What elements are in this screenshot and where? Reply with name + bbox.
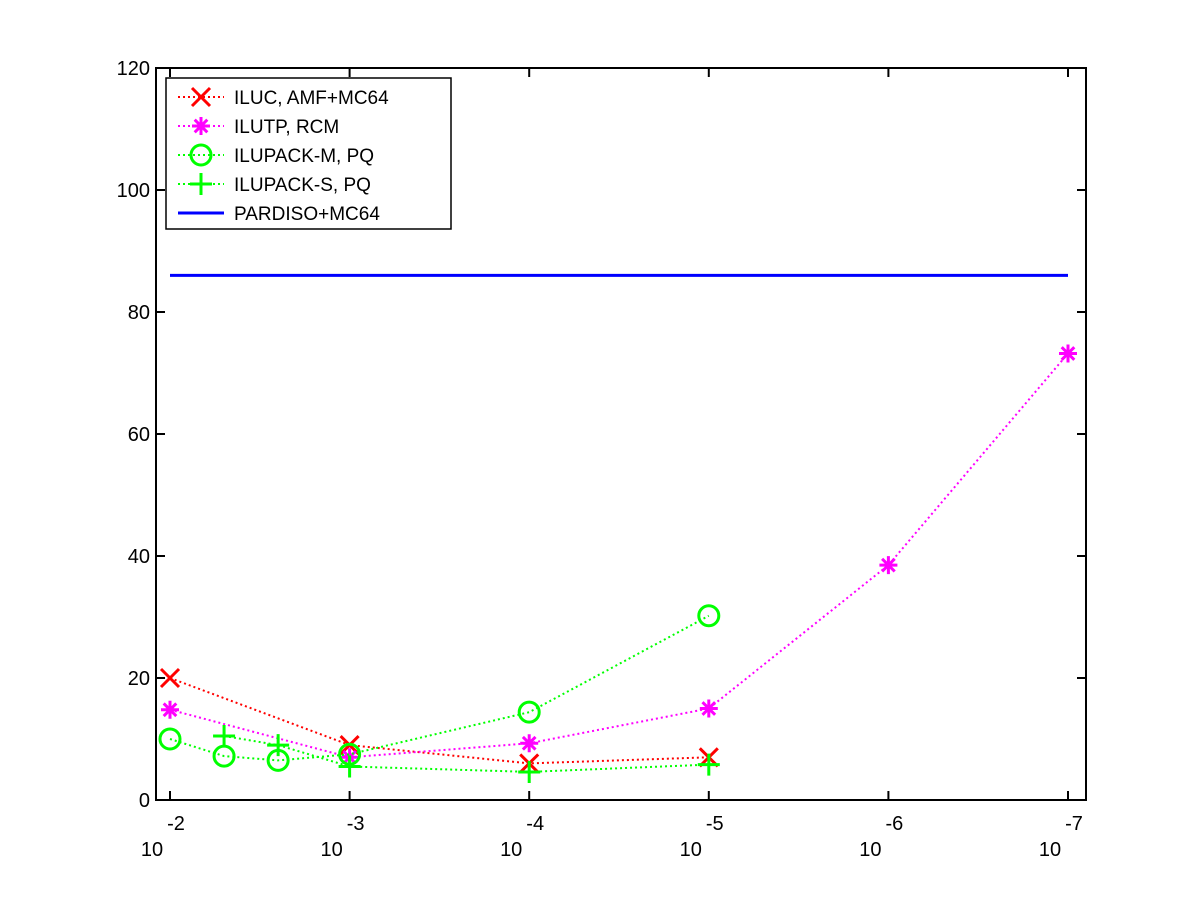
series-line bbox=[169, 614, 710, 762]
data-point bbox=[213, 724, 236, 747]
series-2 bbox=[158, 604, 721, 772]
star-marker-icon bbox=[161, 700, 179, 719]
x-marker-icon bbox=[190, 86, 212, 108]
legend-entry: ILUPACK-S, PQ bbox=[178, 173, 371, 196]
plus-marker-icon bbox=[338, 755, 361, 778]
star-marker-icon bbox=[879, 556, 898, 575]
y-tick-label: 20 bbox=[128, 668, 150, 690]
circle-marker-icon bbox=[158, 727, 182, 751]
x-tick-label-exponent: -5 bbox=[706, 813, 724, 835]
x-tick-label-exponent: -2 bbox=[167, 813, 185, 835]
legend-marker bbox=[189, 143, 213, 167]
data-point bbox=[879, 556, 898, 575]
star-marker-icon bbox=[192, 117, 210, 135]
legend-label: ILUTP, RCM bbox=[234, 117, 339, 138]
x-tick-label-base: 10 bbox=[141, 839, 163, 861]
plus-marker-icon bbox=[190, 173, 212, 195]
legend-entry: ILUC, AMF+MC64 bbox=[178, 86, 389, 109]
y-tick-label: 100 bbox=[117, 180, 150, 202]
data-point bbox=[338, 755, 361, 778]
x-tick-label-exponent: -3 bbox=[347, 813, 365, 835]
series-line bbox=[223, 735, 709, 773]
data-point bbox=[520, 734, 539, 753]
legend-label: ILUPACK-S, PQ bbox=[234, 175, 371, 196]
data-point bbox=[697, 753, 720, 776]
legend-marker bbox=[192, 117, 210, 135]
x-tick-label-exponent: -4 bbox=[526, 813, 544, 835]
x-tick-label-base: 10 bbox=[1039, 839, 1061, 861]
legend-label: ILUC, AMF+MC64 bbox=[234, 88, 389, 109]
data-point bbox=[518, 760, 541, 783]
data-point bbox=[517, 700, 541, 724]
x-tick-label-exponent: -7 bbox=[1065, 813, 1083, 835]
legend-label: ILUPACK-M, PQ bbox=[234, 146, 374, 167]
data-point bbox=[159, 667, 181, 689]
plus-marker-icon bbox=[697, 753, 720, 776]
x-tick-label-exponent: -6 bbox=[886, 813, 904, 835]
series-layer bbox=[158, 273, 1077, 783]
legend-entry: ILUTP, RCM bbox=[178, 117, 339, 138]
data-point bbox=[158, 727, 182, 751]
y-tick-label: 40 bbox=[128, 546, 150, 568]
legend-entry: PARDISO+MC64 bbox=[178, 204, 380, 225]
star-marker-icon bbox=[1059, 344, 1077, 363]
legend-marker bbox=[190, 86, 212, 108]
circle-marker-icon bbox=[189, 143, 213, 167]
y-tick-label: 60 bbox=[128, 424, 150, 446]
plus-marker-icon bbox=[267, 734, 290, 757]
circle-marker-icon bbox=[697, 604, 721, 628]
series-line bbox=[169, 677, 709, 765]
legend: ILUC, AMF+MC64 ILUTP, RCM ILUPACK-M, PQ ILU… bbox=[165, 77, 452, 230]
x-marker-icon bbox=[159, 667, 181, 689]
legend-marker bbox=[190, 173, 212, 195]
circle-marker-icon bbox=[517, 700, 541, 724]
star-marker-icon bbox=[699, 699, 718, 718]
x-tick-label-base: 10 bbox=[859, 839, 881, 861]
data-point bbox=[699, 699, 718, 718]
plus-marker-icon bbox=[518, 760, 541, 783]
data-point bbox=[161, 700, 179, 719]
x-tick-label-base: 10 bbox=[500, 839, 522, 861]
y-tick-label: 80 bbox=[128, 302, 150, 324]
x-tick-label-base: 10 bbox=[680, 839, 702, 861]
data-point bbox=[1059, 344, 1077, 363]
legend-box bbox=[165, 77, 452, 230]
data-point bbox=[697, 604, 721, 628]
y-tick-label: 0 bbox=[139, 790, 150, 812]
y-tick-label: 120 bbox=[117, 58, 150, 80]
series-3 bbox=[213, 724, 720, 783]
star-marker-icon bbox=[520, 734, 539, 753]
plus-marker-icon bbox=[213, 724, 236, 747]
legend-label: PARDISO+MC64 bbox=[234, 204, 380, 225]
data-point bbox=[267, 734, 290, 757]
x-tick-label-base: 10 bbox=[320, 839, 342, 861]
legend-entry: ILUPACK-M, PQ bbox=[178, 143, 374, 167]
